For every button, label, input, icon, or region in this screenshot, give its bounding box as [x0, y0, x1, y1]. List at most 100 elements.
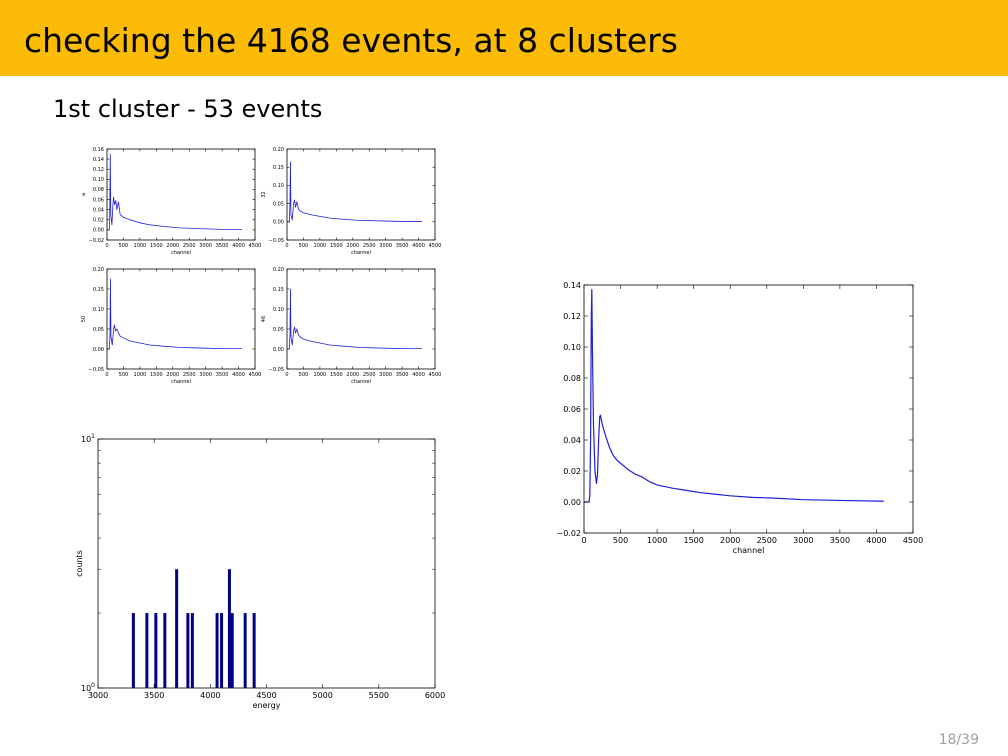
histogram-bar-8 — [220, 613, 224, 688]
small-1-ytick-label-3: 0.04 — [93, 207, 104, 213]
histogram-ytick-label-exp-1: 1 — [91, 433, 95, 440]
small-3-xtick-label-6: 3000 — [199, 372, 212, 378]
histogram-bar-10 — [230, 613, 234, 688]
small-2-xtick-label-4: 2000 — [346, 243, 359, 249]
large-ytick-label-4: 0.06 — [563, 405, 581, 414]
small-4-frame — [286, 268, 436, 370]
large-ytick-label-8: 0.14 — [563, 281, 581, 290]
large-xtick-label-9: 4500 — [903, 536, 923, 545]
large-ytick-label-0: −0.02 — [556, 529, 581, 538]
histogram-ytick-label-base-1: 10 — [81, 435, 91, 444]
small-1-xtick-label-3: 1500 — [150, 243, 163, 249]
histogram-ylabel: counts — [75, 550, 84, 577]
histogram-xtick-label-0: 3000 — [88, 691, 108, 700]
large-ytick-label-1: 0.00 — [563, 498, 581, 507]
large-ytick-label-7: 0.12 — [563, 312, 581, 321]
large-xtick-label-8: 4000 — [866, 536, 886, 545]
page-number: 18/39 — [938, 732, 979, 748]
histogram-bar-2 — [154, 613, 158, 688]
histogram-xtick-label-4: 5000 — [312, 691, 332, 700]
histogram-bar-5 — [186, 613, 190, 688]
small-3-ytick-label-3: 0.10 — [93, 307, 104, 313]
slide-subtitle: 1st cluster - 53 events — [53, 95, 323, 123]
small-4-trace-line — [287, 288, 422, 350]
small-4-xtick-label-5: 2500 — [363, 372, 376, 378]
small-1-xtick-label-2: 1000 — [134, 243, 147, 249]
histogram-xtick-label-3: 4500 — [256, 691, 276, 700]
histogram-bar-12 — [252, 613, 256, 688]
small-4-ytick-label-1: 0.00 — [273, 347, 284, 353]
small-2-xtick-label-1: 500 — [299, 243, 309, 249]
small-3-xtick-label-9: 4500 — [249, 372, 262, 378]
small-4-ytick-label-2: 0.05 — [273, 327, 284, 333]
small-3-xtick-label-2: 1000 — [134, 372, 147, 378]
small-1-ytick-label-4: 0.06 — [93, 197, 104, 203]
small-4-xtick-label-8: 4000 — [412, 372, 425, 378]
small-4-ylabel: 46 — [261, 316, 267, 322]
small-4-xtick-label-1: 500 — [299, 372, 309, 378]
histogram-ytick-label-base-0: 10 — [81, 684, 91, 693]
large-xtick-label-2: 1000 — [647, 536, 667, 545]
small-2-ytick-label-5: 0.20 — [273, 147, 284, 153]
small-2-xtick-label-7: 3500 — [396, 243, 409, 249]
small-1-ytick-label-5: 0.08 — [93, 187, 104, 193]
large-ytick-label-3: 0.04 — [563, 436, 581, 445]
small-1-ytick-label-6: 0.10 — [93, 177, 104, 183]
small-4-xtick-label-9: 4500 — [429, 372, 442, 378]
small-4-ytick-label-4: 0.15 — [273, 287, 284, 293]
histogram-bar-6 — [190, 613, 194, 688]
small-3-ytick-label-4: 0.15 — [93, 287, 104, 293]
large-ytick-label-2: 0.02 — [563, 467, 581, 476]
small-1-ytick-label-2: 0.02 — [93, 218, 104, 224]
small-3-ylabel: 50 — [81, 316, 87, 322]
small-4-ytick-label-0: −0.05 — [269, 367, 284, 373]
large-frame — [583, 284, 914, 534]
small-3-xtick-label-3: 1500 — [150, 372, 163, 378]
small-1-ylabel: a — [81, 193, 87, 196]
small-2-xlabel: channel — [351, 250, 371, 256]
small-3-frame — [106, 268, 256, 370]
large-xtick-label-3: 1500 — [683, 536, 703, 545]
small-2-ytick-label-4: 0.15 — [273, 165, 284, 171]
small-2-ylabel: 32 — [261, 191, 267, 197]
histogram-xtick-label-2: 4000 — [200, 691, 220, 700]
histogram-bar-9 — [227, 569, 231, 688]
histogram-ytick-label-exp-0: 0 — [91, 682, 95, 689]
small-2-xtick-label-3: 1500 — [330, 243, 343, 249]
histogram-bar-4 — [175, 569, 179, 688]
small-4-xtick-label-4: 2000 — [346, 372, 359, 378]
histogram-ytick-label-1: 101 — [81, 433, 95, 444]
small-3-ytick-label-2: 0.05 — [93, 327, 104, 333]
small-2-trace-line — [287, 161, 422, 223]
small-1-xtick-label-1: 500 — [119, 243, 129, 249]
small-1-ytick-label-7: 0.12 — [93, 167, 104, 173]
small-1-ytick-label-0: −0.02 — [89, 238, 104, 244]
small-1-xtick-label-6: 3000 — [199, 243, 212, 249]
histogram-bar-7 — [215, 613, 219, 688]
small-3-ytick-label-5: 0.20 — [93, 267, 104, 273]
histogram-xtick-label-5: 5500 — [369, 691, 389, 700]
small-3-xlabel: channel — [171, 379, 191, 385]
large-xtick-label-5: 2500 — [757, 536, 777, 545]
small-3-ytick-label-1: 0.00 — [93, 347, 104, 353]
small-3-xtick-label-8: 4000 — [232, 372, 245, 378]
small-4-xtick-label-6: 3000 — [379, 372, 392, 378]
small-1-xtick-label-5: 2500 — [183, 243, 196, 249]
histogram-xtick-label-1: 3500 — [144, 691, 164, 700]
small-3-ytick-label-0: −0.05 — [89, 367, 104, 373]
small-3-xtick-label-0: 0 — [105, 372, 108, 378]
histogram-bar-3 — [163, 613, 167, 688]
small-3-xtick-label-4: 2000 — [166, 372, 179, 378]
small-1-trace-line — [107, 153, 242, 231]
small-2-xtick-label-9: 4500 — [429, 243, 442, 249]
small-1-ytick-label-8: 0.14 — [93, 157, 104, 163]
small-2-xtick-label-5: 2500 — [363, 243, 376, 249]
small-3-trace-line — [107, 278, 242, 350]
small-1-ytick-label-9: 0.16 — [93, 147, 104, 153]
histogram-bar-0 — [131, 613, 135, 688]
small-2-ytick-label-3: 0.10 — [273, 183, 284, 189]
